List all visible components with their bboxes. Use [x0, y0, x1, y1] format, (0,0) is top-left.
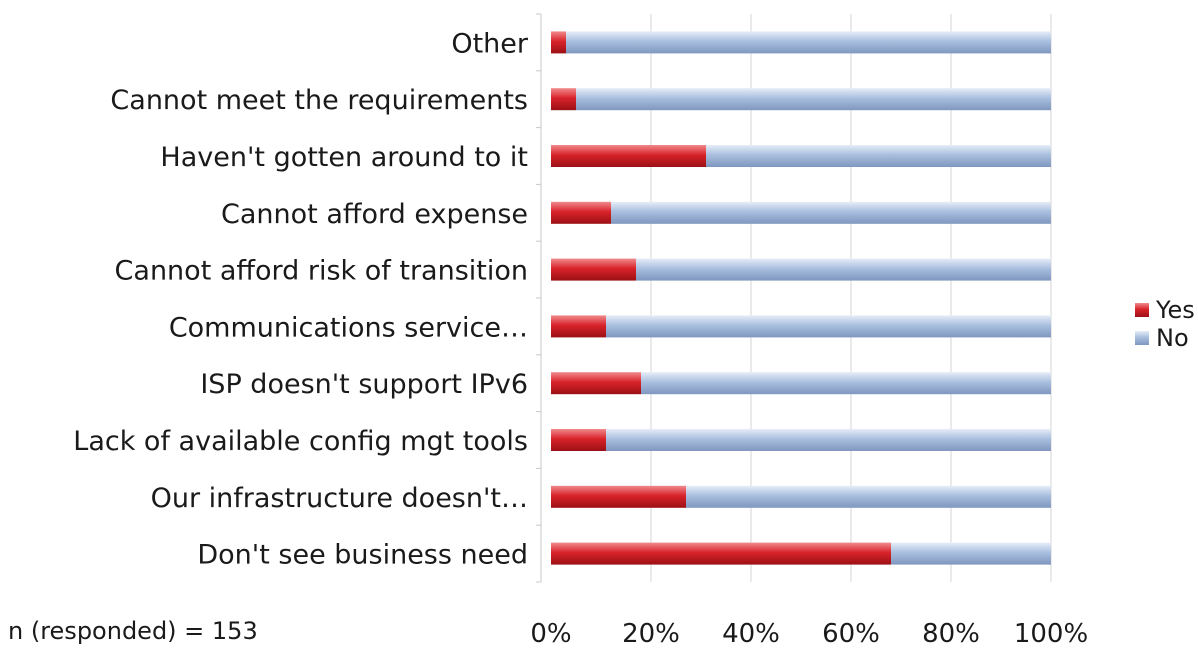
legend-label-no: No — [1156, 324, 1189, 352]
category-label: Cannot meet the requirements — [110, 85, 528, 116]
bar-no — [606, 315, 1051, 338]
x-tick-labels: 0% 20% 40% 60% 80% 100% — [530, 619, 1088, 649]
bar-yes — [551, 88, 576, 111]
bar-no — [706, 145, 1051, 167]
category-label: Our infrastructure doesn't… — [151, 483, 528, 514]
category-label: Haven't gotten around to it — [160, 142, 528, 173]
bar-no — [641, 372, 1051, 395]
category-label: Other — [451, 28, 529, 59]
legend-swatch-no — [1135, 331, 1149, 345]
bar-yes — [551, 315, 606, 338]
bar-yes — [551, 485, 686, 508]
legend-swatch-yes — [1135, 303, 1149, 317]
category-label: Cannot afford expense — [221, 199, 528, 230]
bar-yes — [551, 145, 706, 167]
bar-no — [636, 258, 1051, 281]
bar-no — [611, 201, 1051, 224]
x-tick-label: 80% — [922, 619, 980, 649]
x-tick-label: 100% — [1014, 619, 1088, 649]
bar-no — [891, 542, 1051, 565]
category-label: Cannot afford risk of transition — [115, 256, 528, 287]
bar-yes — [551, 372, 641, 395]
bars — [551, 31, 1051, 565]
bar-yes — [551, 429, 606, 451]
respondent-count-note: n (responded) = 153 — [8, 617, 258, 645]
category-label: Lack of available config mgt tools — [73, 426, 528, 457]
bar-no — [566, 31, 1051, 54]
category-label: Don't see business need — [197, 540, 528, 571]
category-axis — [536, 13, 542, 583]
legend-label-yes: Yes — [1155, 296, 1195, 324]
x-tick-label: 0% — [530, 619, 571, 649]
x-tick-label: 40% — [722, 619, 780, 649]
category-label: Communications service… — [169, 312, 528, 343]
bar-yes — [551, 201, 611, 224]
bar-no — [606, 429, 1051, 451]
bar-yes — [551, 542, 891, 565]
bar-yes — [551, 258, 636, 281]
x-tick-label: 20% — [622, 619, 680, 649]
x-tick-label: 60% — [822, 619, 880, 649]
bar-no — [686, 485, 1051, 508]
category-label: ISP doesn't support IPv6 — [200, 369, 528, 400]
bar-no — [576, 88, 1051, 111]
category-labels: Other Cannot meet the requirements Haven't… — [73, 28, 529, 570]
bar-yes — [551, 31, 566, 54]
